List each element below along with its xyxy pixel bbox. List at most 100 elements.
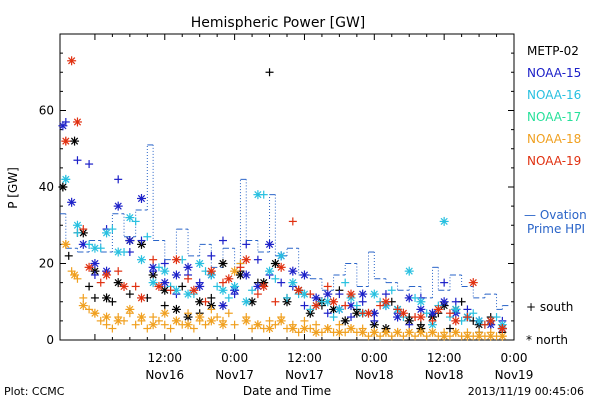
- north-marker: [224, 274, 234, 284]
- north-marker: [497, 331, 507, 341]
- south-marker: [143, 324, 152, 333]
- x-tick-day-label: Nov18: [425, 368, 464, 382]
- north-marker: [398, 308, 408, 318]
- north-marker: [125, 304, 135, 314]
- north-marker: [125, 236, 135, 246]
- north-marker: [113, 247, 123, 257]
- footer-timestamp: 2013/11/19 00:45:06: [468, 385, 584, 398]
- legend-entry: NOAA-15: [527, 66, 581, 80]
- south-marker: [125, 290, 134, 299]
- north-marker: [288, 324, 298, 334]
- north-marker: [61, 239, 71, 249]
- north-marker: [84, 262, 94, 272]
- south-marker: [131, 282, 140, 291]
- north-marker: [486, 331, 496, 341]
- north-marker: [294, 285, 304, 295]
- north-marker: [451, 327, 461, 337]
- south-marker: [445, 324, 454, 333]
- legend-entry: NOAA-18: [527, 132, 581, 146]
- north-marker: [428, 327, 438, 337]
- satellite-series-markers: [58, 56, 507, 341]
- south-marker: [166, 286, 175, 295]
- north-marker: [90, 308, 100, 318]
- legend-entry: NOAA-17: [527, 110, 581, 124]
- south-marker: [154, 263, 163, 272]
- north-marker: [189, 285, 199, 295]
- north-marker: [404, 293, 414, 303]
- south-marker: [306, 290, 315, 299]
- north-marker: [148, 278, 158, 288]
- chart-title: Hemispheric Power [GW]: [191, 15, 366, 31]
- north-marker: [323, 324, 333, 334]
- legend-entry: NOAA-16: [527, 88, 581, 102]
- north-marker: [206, 316, 216, 326]
- north-marker: [428, 308, 438, 318]
- north-marker: [171, 316, 181, 326]
- north-marker: [416, 327, 426, 337]
- south-marker: [184, 309, 193, 318]
- south-marker: [300, 316, 309, 325]
- south-marker: [271, 297, 280, 306]
- north-marker: [311, 327, 321, 337]
- south-marker: [108, 324, 117, 333]
- north-marker: [171, 270, 181, 280]
- footer-plot-label: Plot: CCMC: [4, 385, 65, 398]
- south-marker: [73, 156, 82, 165]
- south-marker: [463, 305, 472, 314]
- south-marker: [90, 270, 99, 279]
- north-marker: [265, 239, 275, 249]
- south-marker: [370, 316, 379, 325]
- south-marker: [166, 324, 175, 333]
- north-marker: [70, 270, 80, 280]
- north-marker: [474, 316, 484, 326]
- south-marker: [108, 297, 117, 306]
- south-marker: [85, 305, 94, 314]
- south-marker: [411, 332, 420, 341]
- north-marker: [183, 320, 193, 330]
- north-marker: [451, 304, 461, 314]
- north-marker: [78, 301, 88, 311]
- legend-ovation-line2: Prime HPI: [527, 222, 585, 236]
- north-marker: [171, 255, 181, 265]
- north-marker: [276, 316, 286, 326]
- north-marker: [230, 266, 240, 276]
- north-marker: [113, 316, 123, 326]
- x-tick-time-label: 0:00: [501, 351, 528, 365]
- north-marker: [486, 316, 496, 326]
- north-marker: [259, 281, 269, 291]
- south-marker: [440, 278, 449, 287]
- north-marker: [462, 331, 472, 341]
- x-tick-time-label: 12:00: [427, 351, 462, 365]
- y-tick-label: 60: [39, 104, 54, 118]
- north-marker: [125, 213, 135, 223]
- south-marker: [242, 240, 251, 249]
- north-marker: [102, 293, 112, 303]
- north-marker: [253, 320, 263, 330]
- south-marker: [224, 309, 233, 318]
- south-marker: [381, 290, 390, 299]
- south-marker: [335, 320, 344, 329]
- y-tick-label: 20: [39, 257, 54, 271]
- north-marker: [136, 312, 146, 322]
- y-axis: 0 20 40 60: [39, 33, 514, 347]
- legend: METP-02 NOAA-15 NOAA-16 NOAA-17 NOAA-18 NOAA-…: [524, 44, 587, 347]
- south-marker: [207, 251, 216, 260]
- north-marker: [136, 193, 146, 203]
- south-marker: [323, 282, 332, 291]
- south-marker: [224, 293, 233, 302]
- x-tick-day-label: Nov16: [145, 368, 184, 382]
- y-tick-label: 0: [46, 333, 54, 347]
- south-marker: [265, 68, 274, 77]
- north-marker: [288, 278, 298, 288]
- south-marker: [201, 297, 210, 306]
- x-axis: 12:00 Nov16 0:00 Nov17 12:00 Nov17 0:00 Nov18 12…: [94, 34, 533, 382]
- south-marker: [64, 251, 73, 260]
- north-marker: [311, 301, 321, 311]
- north-marker: [148, 320, 158, 330]
- north-marker: [369, 289, 379, 299]
- north-marker: [154, 281, 164, 291]
- x-axis-label: Date and Time: [243, 384, 331, 398]
- x-tick-time-label: 12:00: [287, 351, 322, 365]
- south-marker: [341, 301, 350, 310]
